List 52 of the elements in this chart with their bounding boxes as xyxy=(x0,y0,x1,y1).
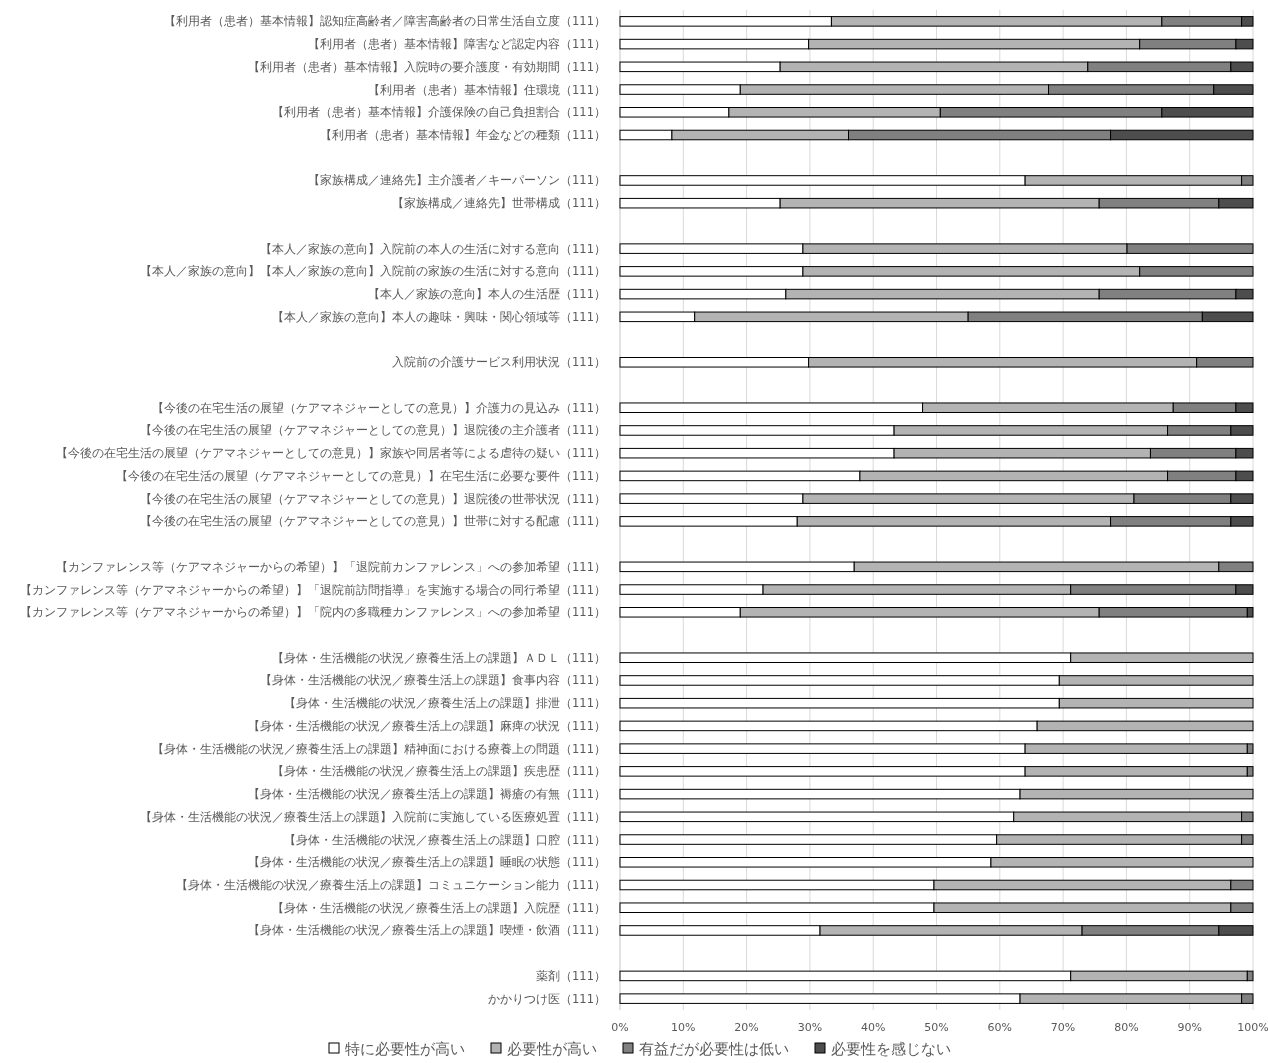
x-tick-label: 50% xyxy=(924,1021,949,1034)
x-tick-label: 40% xyxy=(860,1021,886,1034)
legend-label: 必要性が高い xyxy=(507,1040,597,1058)
y-tick-label: 【身体・生活機能の状況／療養生活上の課題】褥瘡の有無（111） xyxy=(248,787,606,802)
y-tick-label: 【今後の在宅生活の展望（ケアマネジャーとしての意見）】在宅生活に必要な要件（111） xyxy=(116,468,606,483)
y-tick-label: 【利用者（患者）基本情報】障害など認定内容（111） xyxy=(308,37,606,52)
y-tick-label: 【身体・生活機能の状況／療養生活上の課題】精神面における療養上の問題（111） xyxy=(152,741,606,756)
x-tick-label: 90% xyxy=(1177,1021,1202,1034)
legend-label: 必要性を感じない xyxy=(831,1040,951,1058)
x-tick-label: 30% xyxy=(797,1021,823,1034)
y-tick-label: 【身体・生活機能の状況／療養生活上の課題】入院前に実施している医療処置（111） xyxy=(140,809,606,824)
y-tick-label: 【身体・生活機能の状況／療養生活上の課題】口腔（111） xyxy=(284,832,606,847)
y-tick-label: 【今後の在宅生活の展望（ケアマネジャーとしての意見）】世帯に対する配慮（111） xyxy=(140,514,606,529)
y-tick-label: 【カンファレンス等（ケアマネジャーからの希望）】「退院前訪問指導」を実施する場合の同行希望（111） xyxy=(20,582,606,597)
legend-label: 特に必要性が高い xyxy=(345,1040,465,1058)
y-tick-label: 【利用者（患者）基本情報】入院時の要介護度・有効期間（111） xyxy=(248,59,606,74)
y-tick-label: 【カンファレンス等（ケアマネジャーからの希望）】「院内の多職種カンファレンス」への参加希望（111） xyxy=(20,605,606,620)
x-tick-label: 100% xyxy=(1237,1021,1268,1034)
x-tick-label: 0% xyxy=(611,1021,629,1034)
legend-label: 有益だが必要性は低い xyxy=(639,1040,789,1058)
y-tick-label: かかりつけ医（111） xyxy=(488,991,606,1006)
x-tick-label: 10% xyxy=(671,1021,696,1034)
y-tick-label: 【本人／家族の意向】本人の趣味・興味・関心領域等（111） xyxy=(272,309,606,324)
y-tick-label: 【今後の在宅生活の展望（ケアマネジャーとしての意見）】退院後の主介護者（111） xyxy=(140,423,606,438)
y-tick-label: 【利用者（患者）基本情報】認知症高齢者／障害高齢者の日常生活自立度（111） xyxy=(164,14,606,29)
y-tick-label: 薬剤（111） xyxy=(536,968,606,983)
y-tick-label: 【今後の在宅生活の展望（ケアマネジャーとしての意見）】家族や同居者等による虐待の疑い（111） xyxy=(56,446,606,461)
y-tick-label: 【身体・生活機能の状況／療養生活上の課題】食事内容（111） xyxy=(260,673,606,688)
y-tick-label: 【身体・生活機能の状況／療養生活上の課題】ＡＤＬ（111） xyxy=(272,650,606,665)
y-tick-label: 【身体・生活機能の状況／療養生活上の課題】排泄（111） xyxy=(284,696,606,711)
y-tick-label: 【身体・生活機能の状況／療養生活上の課題】喫煙・飲酒（111） xyxy=(248,923,606,938)
x-tick-label: 20% xyxy=(734,1021,759,1034)
y-tick-label: 入院前の介護サービス利用状況（111） xyxy=(392,355,606,370)
y-tick-label: 【利用者（患者）基本情報】介護保険の自己負担割合（111） xyxy=(272,105,606,120)
y-tick-label: 【今後の在宅生活の展望（ケアマネジャーとしての意見）】介護力の見込み（111） xyxy=(152,400,606,415)
y-tick-label: 【身体・生活機能の状況／療養生活上の課題】入院歴（111） xyxy=(272,900,606,915)
y-tick-label: 【身体・生活機能の状況／療養生活上の課題】睡眠の状態（111） xyxy=(248,855,606,870)
y-tick-label: 【家族構成／連絡先】世帯構成（111） xyxy=(392,196,606,211)
y-tick-label: 【身体・生活機能の状況／療養生活上の課題】コミュニケーション能力（111） xyxy=(176,878,606,892)
y-tick-label: 【家族構成／連絡先】主介護者／キーパーソン（111） xyxy=(308,173,606,188)
y-tick-label: 【本人／家族の意向】【本人／家族の意向】入院前の家族の生活に対する意向（111） xyxy=(140,264,606,279)
y-tick-label: 【利用者（患者）基本情報】年金などの種類（111） xyxy=(320,128,606,142)
y-tick-label: 【カンファレンス等（ケアマネジャーからの希望）】「退院前カンファレンス」への参加希望（111） xyxy=(56,559,606,574)
y-tick-label: 【利用者（患者）基本情報】住環境（111） xyxy=(368,82,606,97)
y-tick-label: 【本人／家族の意向】本人の生活歴（111） xyxy=(368,287,606,302)
x-tick-label: 80% xyxy=(1114,1021,1139,1034)
x-tick-label: 70% xyxy=(1050,1021,1076,1034)
y-tick-label: 【今後の在宅生活の展望（ケアマネジャーとしての意見）】退院後の世帯状況（111） xyxy=(140,491,606,506)
y-tick-label: 【身体・生活機能の状況／療養生活上の課題】疾患歴（111） xyxy=(272,764,606,779)
x-tick-label: 60% xyxy=(987,1021,1013,1034)
y-tick-label: 【身体・生活機能の状況／療養生活上の課題】麻痺の状況（111） xyxy=(248,718,606,733)
y-tick-label: 【本人／家族の意向】入院前の本人の生活に対する意向（111） xyxy=(260,241,606,256)
